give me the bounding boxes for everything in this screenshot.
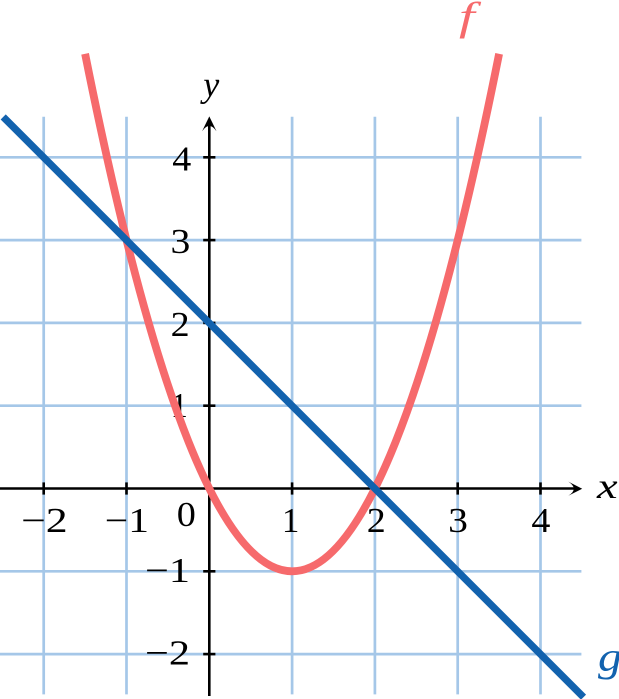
svg-text:−1: −1 — [145, 551, 190, 590]
svg-text:y: y — [200, 64, 219, 104]
svg-text:1: 1 — [282, 501, 300, 540]
svg-text:3: 3 — [448, 501, 468, 540]
svg-text:x: x — [596, 466, 618, 506]
svg-text:g: g — [598, 634, 619, 680]
svg-text:−2: −2 — [21, 501, 68, 540]
svg-text:3: 3 — [171, 222, 191, 261]
svg-text:2: 2 — [171, 305, 190, 344]
svg-text:0: 0 — [177, 495, 196, 534]
svg-text:−2: −2 — [145, 634, 190, 673]
svg-text:4: 4 — [531, 501, 550, 540]
svg-text:4: 4 — [172, 139, 191, 178]
svg-text:−1: −1 — [105, 501, 149, 540]
svg-text:2: 2 — [367, 501, 386, 540]
